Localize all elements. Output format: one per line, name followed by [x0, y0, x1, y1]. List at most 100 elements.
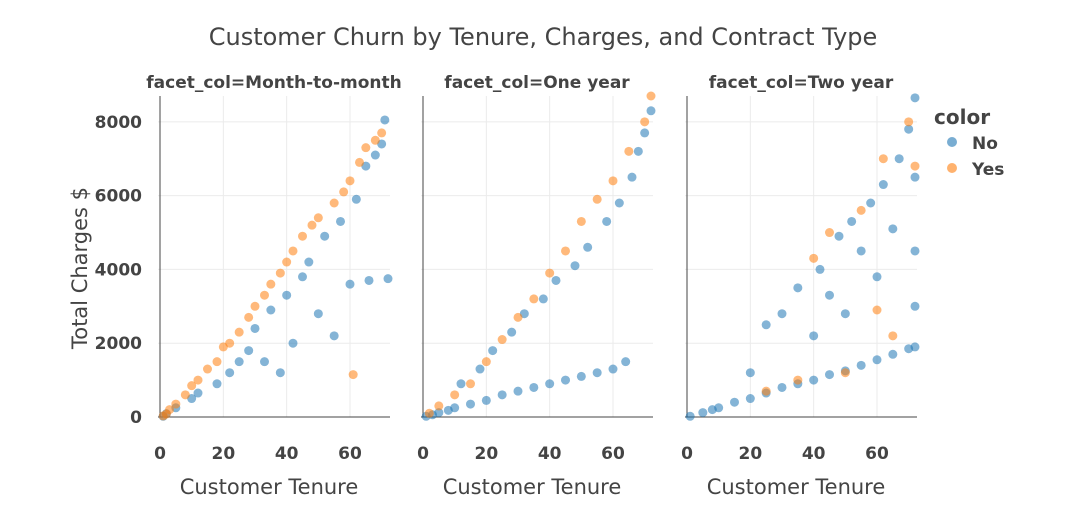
data-point [497, 390, 507, 400]
data-point [364, 275, 374, 285]
data-point [561, 246, 570, 256]
data-point [745, 394, 755, 404]
data-point [529, 294, 539, 304]
chart-title: Customer Churn by Tenure, Charges, and C… [209, 23, 878, 51]
data-point [840, 368, 850, 378]
data-point [329, 198, 339, 208]
data-point [424, 408, 434, 418]
x-tick-label: 20 [211, 444, 235, 464]
data-point [165, 405, 174, 415]
data-point [570, 261, 580, 271]
legend: color No Yes [934, 105, 1004, 180]
data-point [225, 338, 235, 348]
data-point [872, 272, 882, 282]
data-point [576, 371, 586, 381]
facet-panel-1: facet_col=Month-to-month 0 20 40 60 0 2000 4000… [95, 73, 402, 499]
data-point [777, 382, 787, 392]
data-point [545, 268, 555, 278]
legend-label: No [972, 134, 998, 154]
data-point [608, 176, 618, 186]
data-point [761, 386, 771, 396]
data-point [815, 264, 825, 274]
data-point [234, 357, 244, 367]
legend-title: color [934, 105, 990, 129]
data-point [888, 331, 898, 341]
data-point [434, 408, 444, 418]
data-point [475, 364, 485, 374]
data-point [193, 375, 203, 385]
y-tick-label: 0 [130, 408, 142, 428]
data-point [910, 301, 920, 311]
data-point [383, 274, 393, 284]
data-point [847, 216, 857, 226]
data-point [180, 390, 190, 400]
facet-title: facet_col=Two year [709, 73, 894, 93]
x-tick-label: 60 [865, 444, 889, 464]
series-yes [424, 91, 656, 418]
data-point [336, 216, 345, 226]
data-point [345, 279, 355, 289]
legend-marker [947, 163, 957, 173]
y-tick-label: 4000 [95, 260, 142, 280]
facet-panel-3: facet_col=Two year 0 20 40 60 Customer Tenure [681, 73, 920, 499]
x-tick-label: 40 [538, 444, 562, 464]
data-point [275, 268, 285, 278]
data-point [234, 327, 244, 337]
data-point [646, 91, 656, 101]
legend-marker [947, 137, 957, 147]
data-point [275, 368, 285, 378]
x-tick-label: 0 [681, 444, 693, 464]
data-point [187, 381, 197, 391]
x-axis-label: Customer Tenure [180, 475, 359, 499]
data-point [466, 379, 475, 389]
data-point [313, 309, 323, 319]
data-point [592, 368, 602, 378]
data-point [260, 357, 269, 367]
data-point [260, 290, 269, 300]
data-point [529, 382, 539, 392]
data-point [545, 379, 555, 389]
data-point [250, 301, 260, 311]
legend-label: Yes [971, 160, 1004, 180]
data-point [351, 194, 361, 204]
data-point [793, 375, 803, 385]
data-point [361, 143, 371, 153]
data-point [745, 368, 755, 378]
data-point [266, 305, 276, 315]
data-point [621, 357, 631, 367]
data-point [348, 370, 358, 380]
data-point [370, 150, 380, 160]
data-point [481, 395, 491, 405]
data-point [450, 403, 460, 413]
facet-title: facet_col=Month-to-month [146, 73, 402, 93]
series-no [685, 93, 920, 421]
data-point [355, 157, 364, 167]
data-point [866, 198, 876, 208]
data-point [450, 390, 460, 400]
data-point [298, 231, 307, 241]
data-point [212, 357, 222, 367]
x-axis-label: Customer Tenure [443, 475, 622, 499]
series-no [421, 106, 656, 421]
data-point [888, 224, 898, 234]
data-point [345, 176, 355, 186]
data-point [488, 346, 498, 356]
data-point [646, 106, 656, 116]
data-point [329, 331, 339, 341]
data-point [592, 194, 602, 204]
data-point [856, 205, 866, 215]
x-tick-label: 20 [474, 444, 498, 464]
data-point [698, 408, 708, 418]
data-point [904, 117, 914, 127]
data-point [761, 320, 771, 330]
data-point [872, 305, 882, 315]
data-point [456, 379, 466, 389]
data-point [244, 346, 254, 356]
data-point [910, 161, 920, 171]
data-point [282, 290, 292, 300]
data-point [203, 364, 212, 374]
series-yes [761, 117, 920, 396]
x-tick-label: 40 [802, 444, 826, 464]
data-point [910, 342, 920, 352]
data-point [888, 349, 898, 359]
